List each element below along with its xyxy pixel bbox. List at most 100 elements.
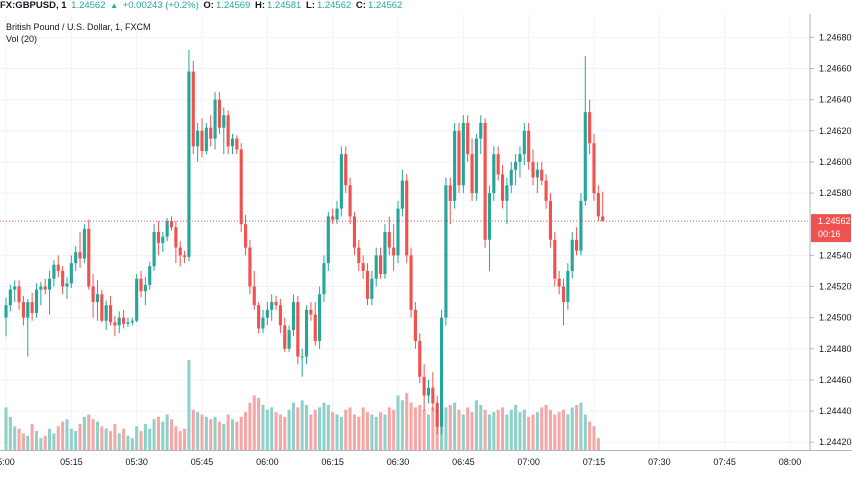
price-chart[interactable]: 1.24680 1.24660 1.24640 1.24620 1.24600 1.245… [0, 14, 852, 485]
candle-body [191, 71, 195, 147]
candle [209, 115, 213, 147]
x-tick-label: 07:00 [517, 457, 540, 467]
symbol-name[interactable]: FX:GBPUSD, 1 [0, 0, 67, 11]
price-change: +0.00243 (+0.2%) [122, 0, 199, 11]
open-value: 1.24569 [215, 0, 251, 11]
open-label: O: [203, 0, 214, 11]
candle [52, 260, 56, 287]
price-axis[interactable]: 1.24680 1.24660 1.24640 1.24620 1.24600 1.245… [810, 32, 852, 447]
volume-bar [409, 402, 413, 450]
candle-body [522, 130, 526, 155]
candle [248, 239, 252, 295]
chart-grid [0, 14, 810, 450]
candle [579, 193, 583, 256]
candle-body [230, 138, 235, 147]
volume-bar [531, 414, 535, 450]
candle-body [200, 130, 204, 152]
volume-bar [43, 435, 47, 450]
volume-bar [61, 421, 65, 450]
volume-bar [422, 409, 426, 450]
candle-body [21, 302, 25, 318]
candle-body [69, 263, 73, 284]
candle-body [143, 284, 147, 292]
volume-bar [309, 414, 313, 450]
candle [117, 311, 121, 334]
candle [592, 133, 596, 201]
volume-bar [483, 409, 487, 450]
volume-bar [392, 409, 396, 450]
volume-bar [56, 426, 60, 450]
volume-bar [418, 405, 422, 450]
candle [413, 302, 417, 349]
candle [148, 261, 152, 290]
volume-bar [283, 416, 287, 450]
x-tick-label: 05:15 [60, 457, 83, 467]
candle-body [422, 376, 426, 396]
candle [352, 211, 357, 256]
candle-body [361, 263, 365, 271]
candle [439, 309, 444, 435]
candle [39, 281, 43, 306]
volume-bar [52, 433, 56, 450]
candle [344, 146, 348, 194]
candle [243, 214, 248, 256]
candle [261, 309, 265, 334]
candle [326, 211, 330, 271]
candle-body [601, 216, 605, 222]
volume-bar [522, 409, 526, 450]
candle-body [43, 286, 47, 290]
candle [457, 123, 461, 194]
volume-bar [501, 407, 505, 450]
candle [108, 295, 113, 326]
candle [461, 115, 465, 194]
candle-body [52, 264, 56, 279]
candle-body [187, 71, 191, 257]
candle-body [426, 387, 431, 396]
last-price-tag-box [811, 214, 851, 243]
candle [370, 270, 374, 306]
candle [487, 185, 492, 271]
candle-body [492, 154, 496, 194]
candle [400, 169, 404, 217]
candle [87, 219, 91, 290]
candle [496, 146, 500, 181]
time-axis[interactable]: 5:00 05:15 05:30 05:45 06:00 06:15 06:30 06:45 0… [0, 457, 801, 467]
volume-bar [187, 360, 191, 450]
candle-body [183, 255, 187, 257]
volume-bar [191, 409, 195, 450]
volume-bar [8, 416, 12, 450]
x-tick-label: 08:00 [779, 457, 802, 467]
candle-body [544, 180, 548, 201]
volume-bar [570, 407, 574, 450]
candle [43, 278, 47, 295]
volume-bar [204, 416, 208, 450]
candle-body [265, 309, 269, 318]
candle [287, 325, 291, 352]
candle-body [592, 143, 596, 194]
candle-body [270, 302, 274, 310]
last-price: 1.24562 [71, 0, 106, 11]
candle [522, 123, 526, 166]
candle-body [300, 356, 304, 358]
candle-body [283, 325, 287, 349]
candle [396, 200, 400, 264]
chart-legend: British Pound / U.S. Dollar, 1, FXCM Vol… [6, 21, 151, 45]
volume-legend: Vol (20) [6, 34, 38, 44]
candle-body [78, 252, 82, 259]
volume-bar [21, 433, 25, 450]
candle [191, 60, 195, 155]
candle-body [500, 174, 505, 201]
candle [178, 241, 182, 267]
candle [187, 49, 191, 262]
x-tick-label: 07:15 [583, 457, 606, 467]
candle [174, 221, 178, 264]
volume-bar [544, 405, 548, 450]
candle [30, 292, 34, 321]
last-price-tag: 1.24562 00:16 [811, 214, 851, 243]
candle [453, 123, 457, 209]
candle-body [122, 317, 126, 324]
volume-bar [48, 428, 52, 450]
candle-body [540, 169, 544, 181]
candle [204, 123, 208, 155]
volume-bar [553, 414, 557, 450]
